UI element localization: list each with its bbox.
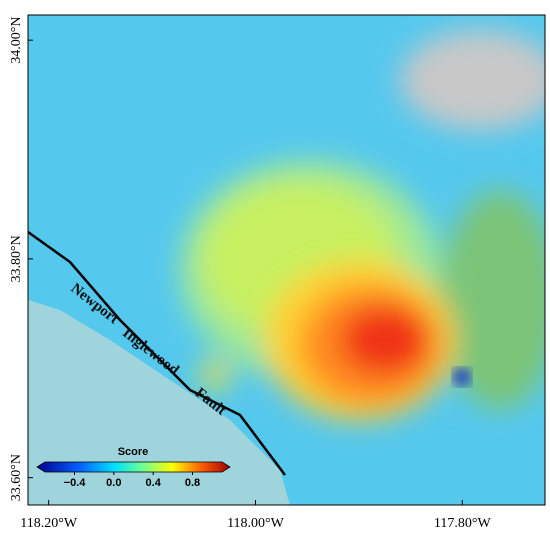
colorbar (36, 461, 231, 473)
map-image (28, 15, 545, 505)
colorbar-tick-label: 0.4 (146, 477, 162, 489)
colorbar-title: Score (118, 446, 149, 458)
y-tick-label: 33.60°N (9, 454, 24, 501)
map-frame (27, 14, 546, 506)
x-tick-label: 118.20°W (20, 516, 78, 531)
colorbar-tick-label: 0.0 (106, 477, 121, 489)
colorbar-tick-label: 0.8 (185, 477, 200, 489)
y-tick-label: 34.00°N (9, 17, 24, 64)
y-tick-label: 33.80°N (9, 235, 24, 282)
fault-line (28, 230, 286, 476)
x-tick-label: 117.80°W (434, 516, 492, 531)
x-tick-label: 118.00°W (227, 516, 285, 531)
colorbar-tick-label: −0.4 (64, 477, 87, 489)
